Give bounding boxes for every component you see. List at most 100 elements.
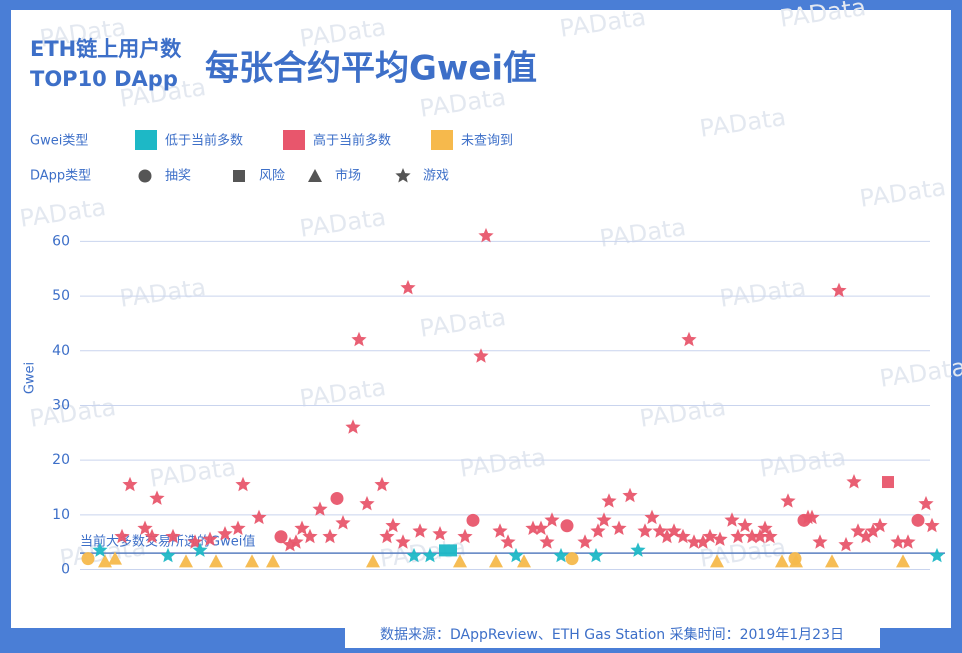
point: [710, 554, 724, 568]
point: [294, 520, 310, 535]
point: [359, 495, 375, 511]
subtitle-line: ETH链上用户数: [30, 37, 182, 61]
chart-title: 每张合约平均Gwei值: [205, 49, 537, 89]
point: [565, 552, 579, 566]
legend-title: DApp类型: [30, 169, 91, 184]
point: [202, 531, 218, 546]
point: [924, 517, 940, 533]
point: [622, 487, 638, 503]
point: [165, 528, 181, 544]
point: [775, 554, 789, 568]
point: [744, 528, 760, 544]
point: [831, 282, 847, 298]
point: [282, 536, 298, 552]
point: [453, 554, 467, 568]
legend-marker: [138, 169, 152, 183]
point: [266, 554, 280, 568]
point: [858, 528, 874, 544]
point: [114, 528, 130, 544]
legend-item: [138, 169, 152, 183]
point: [517, 554, 531, 568]
point: [351, 331, 367, 347]
point: [780, 493, 796, 508]
point: [637, 523, 653, 538]
point: [439, 544, 457, 557]
legend-label: 市场: [335, 168, 361, 184]
point: [918, 495, 934, 511]
point: [533, 520, 549, 535]
point: [630, 542, 646, 557]
point: [797, 513, 811, 527]
point: [539, 534, 555, 549]
point: [179, 554, 193, 568]
point: [457, 528, 473, 544]
legend-label: 高于当前多数: [313, 133, 391, 149]
y-axis-label: Gwei: [23, 362, 38, 394]
legend-marker: [233, 170, 245, 182]
point: [712, 531, 728, 546]
point: [288, 534, 304, 549]
point: [675, 528, 691, 544]
legend-label: 低于当前多数: [165, 133, 243, 149]
point: [473, 348, 489, 363]
point: [882, 476, 894, 489]
subtitle-line: TOP10 DApp: [30, 67, 178, 91]
point: [144, 528, 160, 544]
source-box: [345, 622, 880, 648]
point: [366, 554, 380, 568]
point: [406, 547, 422, 563]
y-tick-label: 10: [52, 507, 70, 523]
legend-label: 未查询到: [461, 134, 513, 149]
point: [812, 534, 828, 549]
point: [659, 528, 675, 544]
point: [330, 491, 344, 505]
point: [335, 515, 351, 530]
point: [838, 536, 854, 552]
point: [108, 551, 122, 565]
point: [160, 547, 176, 563]
point: [911, 513, 925, 527]
y-tick-label: 40: [52, 343, 70, 359]
point: [560, 519, 574, 533]
point: [217, 526, 233, 541]
point: [865, 523, 881, 538]
point: [737, 517, 753, 533]
point: [385, 517, 401, 533]
point: [762, 528, 778, 544]
point: [500, 534, 516, 549]
point: [900, 534, 916, 549]
legend-marker: [395, 168, 411, 183]
y-tick-label: 50: [52, 288, 70, 304]
point: [322, 528, 338, 544]
point: [896, 554, 910, 568]
point: [466, 513, 480, 527]
legend-swatch: [431, 130, 453, 150]
point: [400, 279, 416, 295]
legend-title: Gwei类型: [30, 134, 88, 149]
point: [890, 534, 906, 549]
point: [81, 552, 95, 566]
point: [686, 534, 702, 549]
point: [245, 554, 259, 568]
point: [395, 534, 411, 549]
point: [422, 547, 438, 563]
point: [187, 534, 203, 549]
point: [611, 520, 627, 535]
point: [752, 528, 768, 544]
point: [596, 512, 612, 527]
y-tick-label: 30: [52, 397, 70, 413]
point: [302, 528, 318, 544]
legend-item: [233, 170, 245, 182]
legend-item: [395, 168, 411, 183]
point: [872, 517, 888, 533]
point: [825, 554, 839, 568]
point: [724, 512, 740, 527]
point: [590, 523, 606, 538]
point: [730, 528, 746, 544]
point: [251, 509, 267, 525]
point: [432, 526, 448, 541]
point: [601, 493, 617, 508]
legend-swatch: [135, 130, 157, 150]
point: [137, 520, 153, 535]
